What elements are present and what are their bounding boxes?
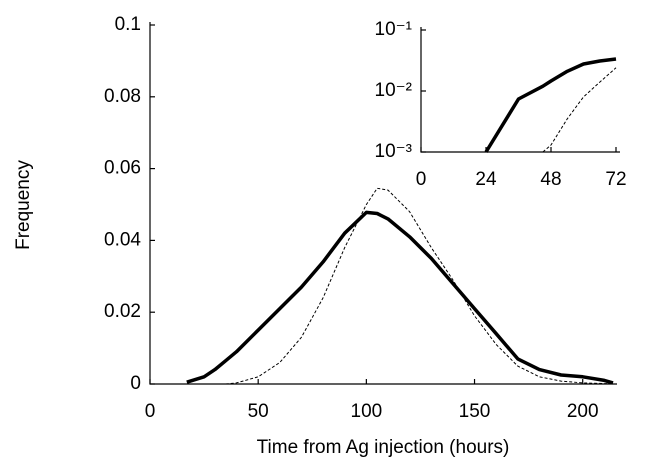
y-tick-label: 0.08 bbox=[104, 86, 141, 107]
y-tick-label: 0.06 bbox=[104, 158, 141, 179]
x-tick-label: 0 bbox=[416, 169, 427, 190]
x-tick-label: 24 bbox=[475, 169, 497, 190]
axis-line bbox=[149, 22, 617, 385]
x-tick-label: 200 bbox=[567, 401, 599, 422]
x-tick-label: 150 bbox=[459, 401, 491, 422]
y-tick-label: 0 bbox=[130, 373, 141, 394]
x-axis-label: Time from Ag injection (hours) bbox=[257, 437, 510, 458]
x-tick-label: 100 bbox=[351, 401, 383, 422]
axis-line bbox=[420, 27, 620, 153]
y-tick-label: 10⁻² bbox=[375, 80, 413, 101]
x-tick-label: 50 bbox=[248, 401, 269, 422]
series-line bbox=[225, 187, 613, 385]
series-line bbox=[484, 57, 617, 153]
y-axis-label: Frequency bbox=[13, 160, 34, 250]
y-tick-label: 0.1 bbox=[115, 14, 141, 35]
series-line bbox=[186, 210, 614, 385]
x-tick-label: 0 bbox=[145, 401, 156, 422]
y-tick-label: 10⁻¹ bbox=[375, 19, 413, 40]
y-tick-label: 0.02 bbox=[104, 301, 141, 322]
x-tick-label: 48 bbox=[540, 169, 561, 190]
y-tick-label: 10⁻³ bbox=[375, 141, 413, 162]
series-line bbox=[542, 67, 617, 153]
y-tick-label: 0.04 bbox=[104, 229, 141, 250]
x-tick-label: 72 bbox=[605, 169, 626, 190]
